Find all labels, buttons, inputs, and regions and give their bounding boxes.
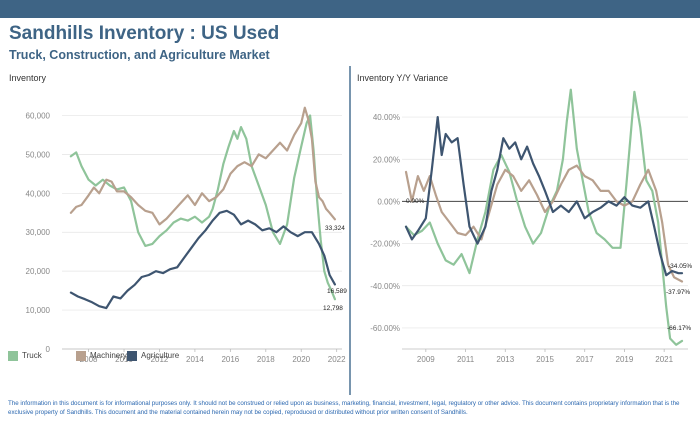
y-tick-label: 20,000	[26, 267, 51, 276]
y-tick-label: -40.00%	[370, 282, 400, 291]
series-line-agriculture	[69, 209, 336, 310]
x-tick-label: 2018	[257, 355, 275, 364]
y-tick-label: 0.00%	[377, 197, 400, 206]
series-line-agriculture	[404, 115, 684, 277]
legend-swatch-machinery	[76, 351, 86, 361]
series-line-truck	[404, 88, 684, 346]
data-label: -34.05%	[668, 263, 692, 270]
panel-divider	[349, 66, 351, 395]
legend-swatch-agriculture	[127, 351, 137, 361]
legend-label-truck: Truck	[22, 351, 42, 361]
y-tick-label: 20.00%	[373, 155, 400, 164]
y-tick-label: 40.00%	[373, 113, 400, 122]
x-tick-label: 2009	[417, 355, 435, 364]
data-label: 33,324	[325, 225, 345, 232]
x-tick-label: 2008	[80, 355, 98, 364]
data-label: -37.97%	[666, 289, 690, 296]
legend-label-agriculture: Agriculture	[141, 351, 180, 361]
x-tick-label: 2011	[457, 355, 475, 364]
y-tick-label: 10,000	[26, 306, 51, 315]
legend-swatch-truck	[8, 351, 18, 361]
y-tick-label: -60.00%	[370, 324, 400, 333]
x-tick-label: 2010	[115, 355, 133, 364]
x-tick-label: 2020	[292, 355, 310, 364]
y-tick-label: 0	[46, 345, 51, 354]
data-label: 16,589	[327, 288, 347, 295]
left-chart-title: Inventory	[9, 73, 47, 83]
variance-line-chart: -60.00% -40.00% -20.00% 0.00% 20.00% 40.00% 20…	[370, 88, 692, 364]
series-line-machinery	[404, 164, 684, 283]
series-line-machinery	[69, 106, 336, 226]
data-label: -66.17%	[667, 325, 691, 332]
data-label: 0.00%	[406, 198, 425, 205]
y-tick-label: -20.00%	[370, 240, 400, 249]
x-tick-label: 2013	[496, 355, 514, 364]
legend-item-truck: Truck	[8, 351, 42, 361]
y-tick-label: 50,000	[26, 150, 51, 159]
right-chart-title: Inventory Y/Y Variance	[357, 73, 449, 83]
x-tick-label: 2016	[221, 355, 239, 364]
header-bar	[0, 0, 700, 18]
legend-item-machinery: Machinery	[76, 351, 127, 361]
page-title: Sandhills Inventory : US Used	[9, 23, 280, 44]
disclaimer-text: The information in this document is for …	[8, 400, 680, 416]
x-tick-label: 2017	[576, 355, 594, 364]
legend-label-machinery: Machinery	[90, 351, 127, 361]
y-tick-label: 30,000	[26, 228, 51, 237]
x-tick-label: 2015	[536, 355, 554, 364]
legend-item-agriculture: Agriculture	[127, 351, 179, 361]
data-label: 12,798	[323, 305, 343, 312]
series-line-truck	[69, 114, 336, 301]
x-tick-label: 2019	[616, 355, 634, 364]
y-tick-label: 60,000	[26, 111, 51, 120]
x-tick-label: 2022	[328, 355, 346, 364]
page-subtitle: Truck, Construction, and Agriculture Mar…	[9, 48, 270, 62]
inventory-line-chart: 0 10,000 20,000 30,000 40,000 50,000 60,000 200…	[26, 106, 347, 364]
y-tick-label: 40,000	[26, 189, 51, 198]
x-tick-label: 2021	[655, 355, 673, 364]
x-tick-label: 2014	[186, 355, 204, 364]
x-tick-label: 2012	[151, 355, 169, 364]
